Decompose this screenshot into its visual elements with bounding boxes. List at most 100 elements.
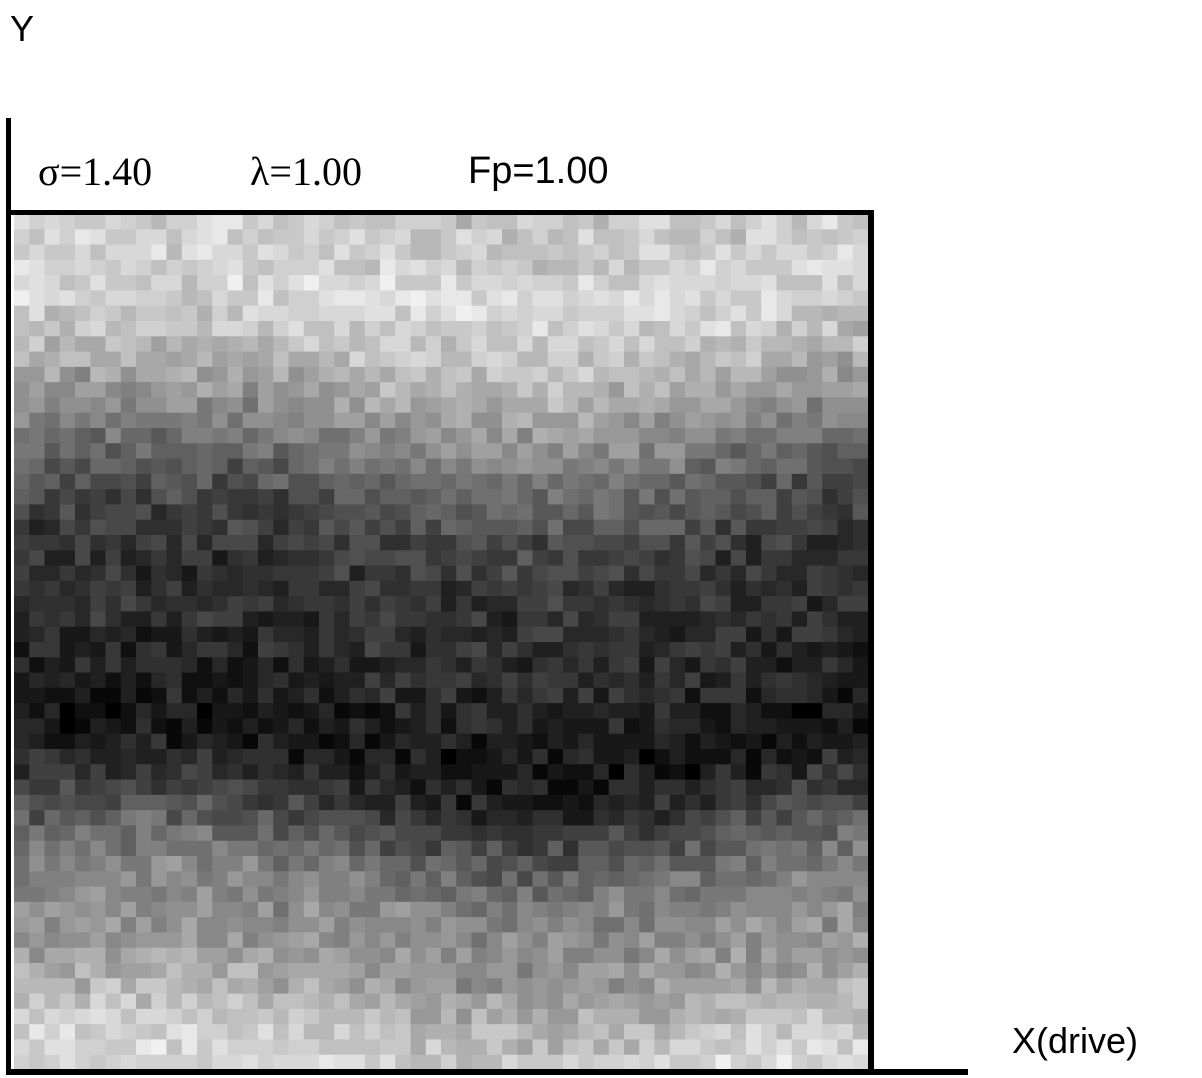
heatmap-cell	[837, 565, 854, 582]
heatmap-cell	[791, 397, 808, 414]
heatmap-cell	[303, 642, 320, 658]
heatmap-cell	[746, 840, 762, 857]
heatmap-cell	[700, 290, 717, 307]
heatmap-cell	[395, 275, 412, 292]
heatmap-cell	[197, 366, 213, 383]
heatmap-cell	[639, 1054, 656, 1070]
heatmap-cell	[761, 229, 778, 246]
heatmap-cell	[608, 611, 625, 628]
heatmap-cell	[14, 336, 30, 353]
heatmap-cell	[395, 1054, 412, 1070]
heatmap-cell	[746, 1054, 762, 1070]
heatmap-cell	[14, 871, 30, 888]
heatmap-cell	[852, 825, 868, 842]
heatmap-cell	[136, 412, 152, 429]
heatmap-cell	[852, 642, 868, 658]
heatmap-cell	[791, 779, 808, 796]
heatmap-cell	[120, 565, 137, 582]
heatmap-cell	[593, 1008, 610, 1025]
heatmap-cell	[547, 642, 564, 658]
heatmap-cell	[517, 580, 534, 597]
heatmap-cell	[456, 626, 473, 643]
heatmap-cell	[151, 642, 168, 658]
heatmap-cell	[563, 779, 579, 796]
heatmap-cell	[136, 275, 152, 292]
heatmap-cell	[242, 901, 259, 918]
heatmap-cell	[486, 917, 503, 934]
heatmap-cell	[136, 1024, 152, 1041]
heatmap-cell	[197, 703, 213, 720]
heatmap-cell	[807, 275, 823, 292]
heatmap-cell	[14, 703, 30, 720]
heatmap-cell	[349, 290, 366, 307]
heatmap-cell	[822, 963, 839, 979]
heatmap-cell	[517, 290, 534, 307]
heatmap-cell	[14, 626, 30, 643]
heatmap-cell	[669, 978, 686, 995]
heatmap-cell	[517, 687, 534, 704]
heatmap-cell	[395, 229, 412, 246]
heatmap-cell	[715, 443, 732, 460]
heatmap-cell	[197, 993, 213, 1010]
heatmap-cell	[14, 672, 30, 689]
heatmap-cell	[822, 718, 839, 735]
heatmap-cell	[547, 535, 564, 551]
heatmap-cell	[105, 856, 122, 872]
heatmap-cell	[212, 810, 229, 827]
heatmap-cell	[654, 473, 671, 490]
heatmap-cell	[197, 458, 213, 475]
heatmap-cell	[197, 963, 213, 979]
heatmap-cell	[29, 901, 46, 918]
heatmap-cell	[791, 963, 808, 979]
heatmap-cell	[425, 1008, 442, 1025]
heatmap-cell	[166, 473, 183, 490]
heatmap-cell	[608, 978, 625, 995]
heatmap-cell	[181, 687, 198, 704]
heatmap-cell	[624, 565, 640, 582]
heatmap-cell	[273, 489, 290, 506]
heatmap-cell	[685, 810, 701, 827]
heatmap-cell	[471, 382, 488, 399]
heatmap-cell	[502, 932, 518, 949]
heatmap-cell	[807, 519, 823, 536]
heatmap-cell	[547, 978, 564, 995]
heatmap-cell	[852, 535, 868, 551]
heatmap-cell	[166, 229, 183, 246]
heatmap-cell	[730, 305, 747, 322]
heatmap-cell	[120, 244, 137, 261]
heatmap-cell	[410, 259, 427, 276]
heatmap-cell	[776, 932, 793, 949]
heatmap-cell	[227, 840, 244, 857]
heatmap-cell	[441, 611, 457, 628]
heatmap-cell	[151, 290, 168, 307]
heatmap-cell	[685, 382, 701, 399]
heatmap-cell	[166, 626, 183, 643]
heatmap-cell	[502, 963, 518, 979]
heatmap-cell	[486, 703, 503, 720]
heatmap-cell	[441, 412, 457, 429]
heatmap-cell	[791, 351, 808, 368]
heatmap-cell	[197, 825, 213, 842]
heatmap-cell	[105, 412, 122, 429]
heatmap-cell	[852, 336, 868, 353]
heatmap-cell	[608, 901, 625, 918]
heatmap-cell	[258, 214, 274, 230]
heatmap-cell	[105, 1039, 122, 1056]
heatmap-cell	[395, 535, 412, 551]
heatmap-cell	[730, 687, 747, 704]
heatmap-cell	[807, 947, 823, 964]
heatmap-cell	[517, 259, 534, 276]
heatmap-cell	[563, 397, 579, 414]
heatmap-cell	[852, 290, 868, 307]
heatmap-cell	[669, 1054, 686, 1070]
heatmap-cell	[90, 259, 107, 276]
heatmap-cell	[822, 244, 839, 261]
heatmap-cell	[746, 259, 762, 276]
heatmap-cell	[685, 504, 701, 521]
heatmap-cell	[410, 947, 427, 964]
heatmap-cell	[700, 382, 717, 399]
heatmap-cell	[532, 733, 549, 750]
heatmap-cell	[258, 642, 274, 658]
heatmap-cell	[90, 397, 107, 414]
heatmap-cell	[578, 580, 595, 597]
